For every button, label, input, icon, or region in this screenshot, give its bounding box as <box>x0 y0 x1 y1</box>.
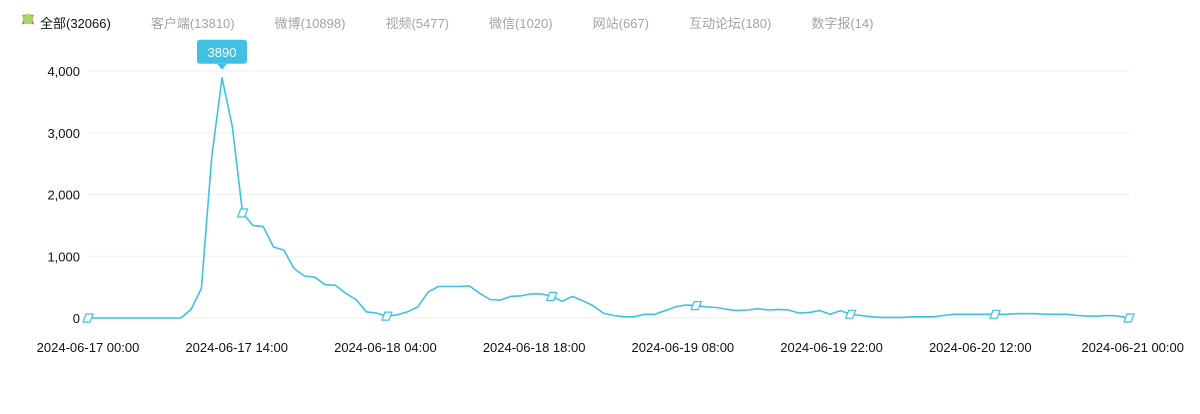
chart-legend: 全部(32066) 客户端(13810) 微博(10898) 视频(5477) 微信(1… <box>22 13 873 32</box>
legend-item-label: 网站(667) <box>592 16 649 31</box>
legend-item-label: 视频(5477) <box>385 16 450 31</box>
data-point-marker[interactable] <box>1123 313 1135 323</box>
x-tick-label: 2024-06-19 22:00 <box>780 340 883 355</box>
pentagon-icon <box>22 13 805 29</box>
x-tick-label: 2024-06-21 00:00 <box>1081 340 1184 355</box>
x-tick-label: 2024-06-18 04:00 <box>334 340 437 355</box>
legend-item[interactable]: 数字报(14) <box>22 13 874 32</box>
legend-item-label: 全部(32066) <box>40 16 111 31</box>
tooltip-pointer <box>216 63 227 70</box>
x-tick-label: 2024-06-19 08:00 <box>632 340 735 355</box>
data-point-marker[interactable] <box>236 208 249 218</box>
legend-item-label: 微博(10898) <box>274 16 346 31</box>
x-tick-label: 2024-06-18 18:00 <box>483 340 586 355</box>
legend-item-label: 客户端(13810) <box>150 16 235 31</box>
x-tick-label: 2024-06-17 14:00 <box>185 340 288 355</box>
y-tick-label: 1,000 <box>47 249 80 264</box>
series-line <box>88 77 1130 319</box>
legend-item-label: 数字报(14) <box>811 16 874 31</box>
y-tick-label: 3,000 <box>47 126 80 141</box>
legend-item-label: 微信(1020) <box>489 16 553 31</box>
data-point-marker[interactable] <box>989 309 1001 319</box>
data-point-marker[interactable] <box>844 309 857 319</box>
tooltip-box <box>196 39 247 64</box>
tooltip-label: 3890 <box>208 45 237 60</box>
data-point-marker[interactable] <box>381 311 393 321</box>
y-tick-label: 2,000 <box>47 188 80 203</box>
y-tick-label: 0 <box>73 311 80 326</box>
x-tick-label: 2024-06-17 00:00 <box>37 340 140 355</box>
data-point-marker[interactable] <box>545 291 558 301</box>
y-tick-label: 4,000 <box>47 64 80 79</box>
data-point-marker[interactable] <box>690 301 702 311</box>
legend-item-label: 互动论坛(180) <box>688 16 772 31</box>
data-point-marker[interactable] <box>82 313 94 323</box>
x-tick-label: 2024-06-20 12:00 <box>929 340 1032 355</box>
